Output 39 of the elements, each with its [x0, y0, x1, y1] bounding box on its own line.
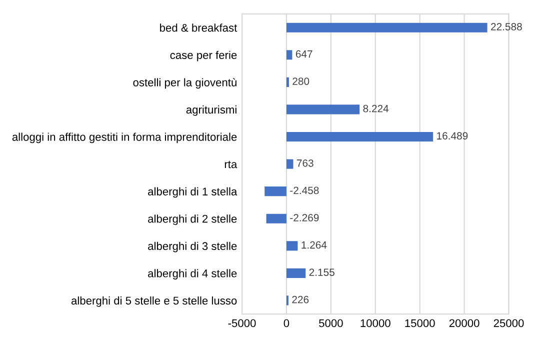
y-tick-label: ostelli per la gioventù	[133, 78, 236, 89]
data-label: 22.588	[491, 23, 522, 30]
x-tick-label: 15000	[405, 319, 435, 328]
y-tick-label: bed & breakfast	[160, 24, 238, 32]
y-tick-label: alberghi di 5 stelle e 5 stelle lusso	[71, 296, 237, 307]
data-label: 647	[296, 50, 312, 58]
data-label: 226	[292, 296, 309, 304]
bar	[286, 104, 360, 114]
y-tick-label: case per ferie	[170, 50, 237, 62]
x-tick-label: 25000	[494, 319, 524, 328]
data-label: 16.489	[437, 132, 468, 140]
data-label: -2.269	[290, 214, 319, 222]
x-tick-label: -5000	[228, 319, 256, 328]
x-tick-label: 20000	[449, 319, 480, 328]
y-tick-label: alloggi in affitto gestiti in forma imprenditoriale	[12, 132, 237, 144]
y-tick-label: alberghi di 4 stelle	[148, 269, 237, 280]
data-label: 763	[296, 159, 314, 167]
y-tick-label: alberghi di 3 stelle	[148, 242, 237, 252]
data-label: -2.458	[290, 186, 319, 194]
bar	[286, 268, 306, 278]
x-tick-label: 5000	[319, 319, 343, 328]
bar	[286, 132, 434, 142]
bar	[266, 214, 286, 224]
y-tick-label: alberghi di 2 stelle	[148, 214, 237, 225]
data-label: 1.264	[302, 241, 327, 249]
y-tick-label: agriturismi	[186, 105, 236, 116]
data-label: 2.155	[309, 268, 334, 276]
bar	[286, 22, 488, 32]
bar	[286, 241, 298, 251]
bar	[286, 159, 294, 169]
data-label: 8.224	[363, 104, 389, 112]
bar	[286, 50, 292, 60]
bar	[286, 77, 289, 87]
x-tick-label: 10000	[360, 319, 390, 328]
y-tick-label: rta	[224, 160, 238, 168]
y-tick-label: alberghi di 1 stella	[148, 187, 238, 198]
bar	[264, 186, 286, 196]
x-tick-label: 0	[284, 319, 290, 328]
data-label: 280	[292, 78, 310, 85]
